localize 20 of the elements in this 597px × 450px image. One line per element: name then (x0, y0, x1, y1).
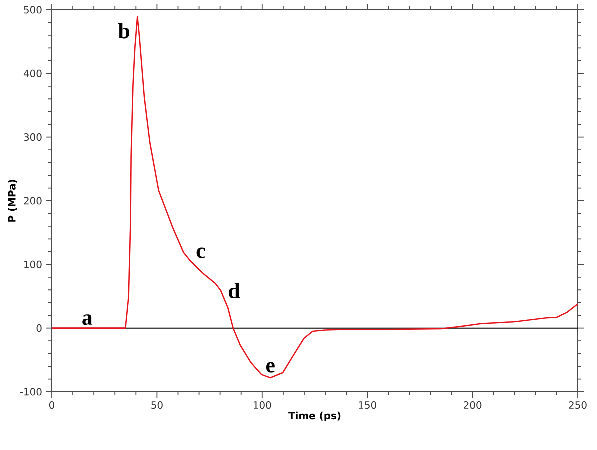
x-tick-label: 100 (254, 402, 272, 410)
y-tick-label: 200 (24, 197, 42, 205)
annotation: c (196, 248, 206, 258)
x-tick-label: 0 (49, 402, 55, 410)
x-tick-label: 250 (569, 402, 587, 410)
y-tick-label: 300 (24, 134, 42, 142)
annotation: e (266, 362, 275, 373)
y-tick-label: 400 (24, 70, 42, 78)
annotation: b (118, 23, 130, 39)
y-tick-label: -100 (20, 388, 42, 396)
y-tick-label: 0 (36, 324, 42, 332)
annotation: a (82, 314, 93, 326)
y-tick-label: 500 (24, 6, 42, 14)
y-tick-label: 100 (24, 260, 42, 268)
x-axis-title: Time (ps) (288, 412, 341, 422)
annotation: d (229, 283, 240, 298)
x-tick-label: 50 (152, 402, 163, 410)
y-axis-title: P (MPa) (8, 180, 18, 222)
x-tick-label: 200 (464, 402, 482, 410)
x-tick-label: 150 (359, 402, 376, 410)
